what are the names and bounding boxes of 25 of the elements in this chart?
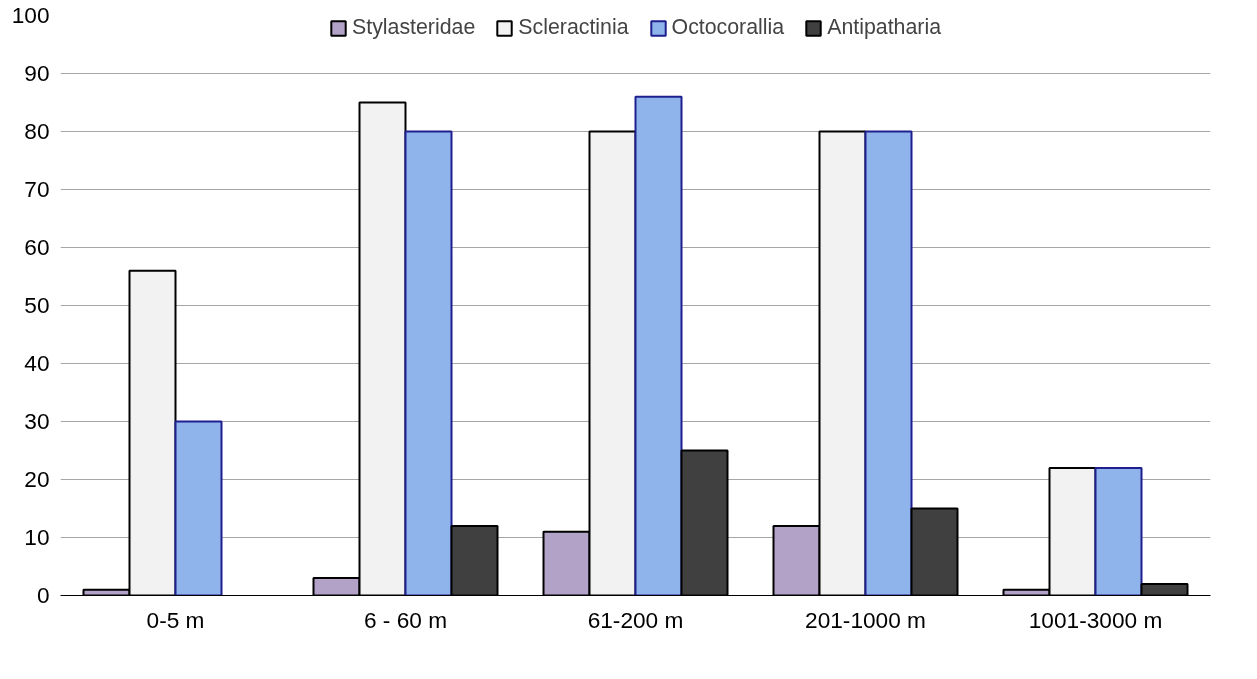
- x-tick-label: 1001-3000 m: [1028, 606, 1163, 633]
- y-tick-label: 40: [24, 350, 50, 376]
- legend-label: Scleractinia: [518, 15, 629, 40]
- x-tick-label: 61-200 m: [587, 606, 684, 633]
- legend-label: Stylasteridae: [352, 15, 476, 40]
- bar: [174, 420, 223, 596]
- bar: [634, 95, 683, 596]
- y-tick-label: 70: [24, 176, 50, 202]
- x-tick-label: 201-1000 m: [805, 606, 926, 633]
- y-tick-label: 60: [24, 234, 50, 260]
- legend-label: Octocorallia: [671, 15, 785, 40]
- bar: [864, 130, 913, 596]
- y-tick-label: 100: [11, 2, 50, 28]
- bar: [404, 130, 453, 596]
- y-tick-label: 10: [24, 524, 50, 550]
- x-tick-label: 6 - 60 m: [363, 606, 448, 633]
- y-tick-label: 0: [36, 582, 50, 608]
- y-tick-label: 80: [24, 118, 50, 144]
- x-tick-label: 0-5 m: [146, 606, 205, 633]
- y-tick-label: 90: [24, 60, 50, 86]
- y-tick-label: 20: [24, 466, 50, 492]
- bar: [1094, 466, 1143, 596]
- y-tick-label: 50: [24, 292, 50, 318]
- y-tick-label: 30: [24, 408, 50, 434]
- legend-label: Antipatharia: [827, 15, 941, 40]
